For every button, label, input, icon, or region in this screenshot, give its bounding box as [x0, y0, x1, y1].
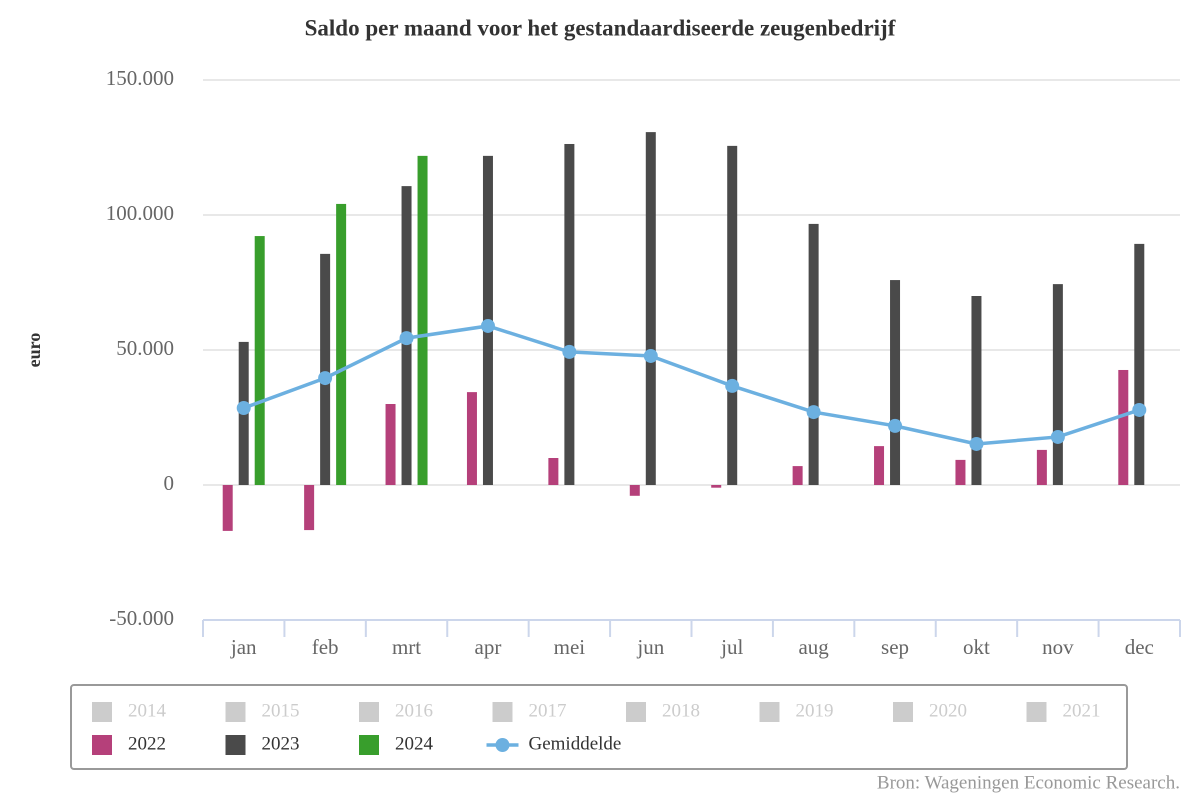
line-marker	[643, 348, 658, 363]
line-marker	[399, 331, 414, 346]
legend-label[interactable]: 2022	[128, 733, 166, 754]
bar	[727, 145, 738, 485]
legend-symbol	[1026, 702, 1047, 722]
legend-label[interactable]: 2020	[929, 700, 967, 721]
x-tick-label: nov	[1042, 635, 1074, 659]
x-tick-label: okt	[963, 635, 990, 659]
bar	[971, 296, 982, 485]
y-tick-label: 50.000	[116, 336, 174, 360]
source: Bron: Wageningen Economic Research.	[877, 772, 1180, 793]
legend-symbol	[359, 702, 379, 722]
x-tick-label: aug	[798, 635, 829, 659]
legend-symbol	[92, 702, 112, 722]
bar	[645, 132, 656, 486]
bar	[222, 485, 233, 531]
x-tick-label: jan	[230, 635, 257, 659]
x-tick-label: jul	[720, 635, 743, 659]
legend-symbol	[495, 738, 510, 752]
bar	[304, 485, 315, 531]
bar	[711, 485, 722, 488]
legend-label[interactable]: 2024	[395, 733, 434, 754]
bar	[466, 392, 477, 485]
legend-symbol	[893, 702, 913, 722]
legend-label[interactable]: 2019	[796, 700, 834, 721]
bar	[320, 253, 331, 485]
line-marker	[969, 436, 984, 451]
legend-symbol	[225, 702, 246, 722]
legend-label[interactable]: 2023	[262, 733, 300, 754]
legend-label[interactable]: 2017	[529, 700, 567, 721]
bar	[890, 280, 901, 485]
legend-label[interactable]: 2015	[262, 700, 300, 721]
x-tick-label: mei	[554, 635, 586, 659]
bar	[254, 236, 265, 485]
legend-label[interactable]: 2021	[1063, 700, 1101, 721]
y-tick-label: 100.000	[106, 201, 174, 225]
line-marker	[562, 344, 577, 359]
legend-label[interactable]: 2016	[395, 700, 433, 721]
bar	[792, 466, 803, 485]
x-tick-label: feb	[312, 635, 339, 659]
x-tick-label: apr	[475, 635, 502, 659]
bar	[808, 223, 819, 485]
bar	[629, 485, 640, 496]
x-tick-label: dec	[1125, 635, 1154, 659]
bar	[417, 155, 428, 485]
bar	[874, 446, 885, 485]
bar	[1118, 369, 1129, 485]
line-marker	[236, 401, 251, 416]
x-tick-label: sep	[881, 635, 909, 659]
line	[243, 324, 1140, 446]
line-marker	[725, 378, 740, 393]
legend-symbol	[92, 735, 112, 755]
bar	[1036, 449, 1047, 485]
legend-symbol	[759, 702, 780, 722]
chart-title: Saldo per maand voor het gestandaardisee…	[305, 15, 896, 40]
bar	[1134, 243, 1145, 485]
legend-symbol	[492, 702, 513, 722]
bar	[1052, 284, 1063, 485]
line-marker	[480, 318, 495, 333]
y-tick-label: 150.000	[106, 66, 174, 90]
bar	[336, 203, 347, 485]
bar	[564, 143, 575, 486]
line-marker	[318, 371, 333, 386]
legend-symbol	[359, 735, 379, 755]
x-tick-label: mrt	[392, 635, 421, 659]
bar	[955, 459, 966, 485]
legend-symbol	[225, 735, 246, 755]
legend-box	[70, 684, 1128, 770]
line-marker	[1132, 402, 1147, 417]
legend-label[interactable]: 2018	[662, 700, 700, 721]
bar	[548, 458, 559, 485]
y-axis-title: euro	[24, 333, 44, 368]
bar	[385, 404, 396, 485]
line-marker	[806, 405, 821, 420]
x-tick-label: jun	[636, 635, 664, 659]
line-marker	[888, 418, 903, 433]
y-tick-label: -50.000	[109, 606, 174, 630]
legend-symbol	[626, 702, 646, 722]
legend-label[interactable]: Gemiddelde	[529, 733, 622, 754]
y-tick-label: 0	[164, 471, 175, 495]
line-marker	[1050, 429, 1065, 444]
legend-label[interactable]: 2014	[128, 700, 167, 721]
